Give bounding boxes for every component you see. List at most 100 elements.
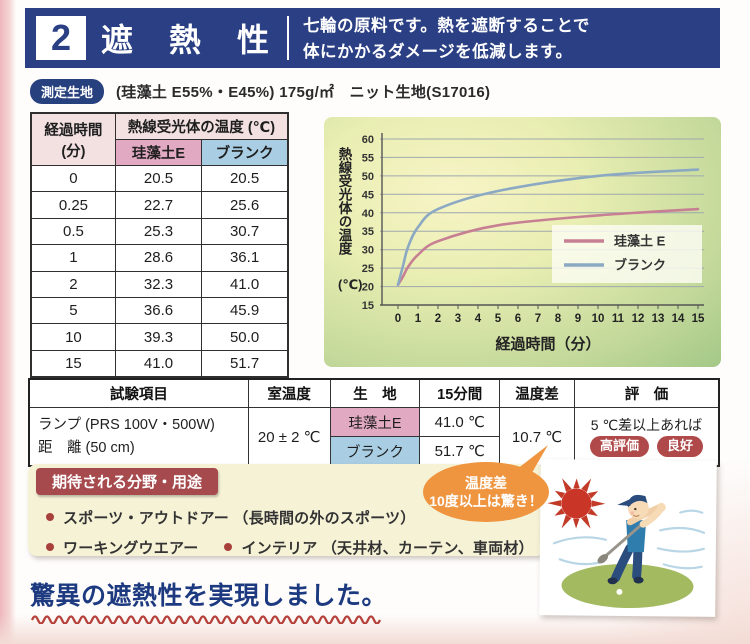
- evaluation-badge-high: 高評価: [589, 435, 649, 457]
- table-cell: 15: [30, 349, 116, 378]
- svg-text:ブランク: ブランク: [614, 258, 666, 273]
- bubble-text-line2: 10度以上は驚き！: [429, 493, 543, 509]
- svg-text:35: 35: [362, 226, 374, 238]
- svg-text:1: 1: [415, 313, 422, 325]
- table-cell: 25.3: [114, 217, 203, 246]
- table-cell: 36.6: [114, 296, 203, 325]
- table-cell: 0.25: [30, 191, 116, 219]
- table-row: 15 41.0 51.7: [30, 349, 289, 378]
- table-cell: 20.5: [201, 164, 289, 193]
- header-banner: 2 遮 熱 性 七輪の原料です。熱を遮断することで 体にかかるダメージを低減しま…: [25, 8, 720, 68]
- usage-line-2: ワーキングウエアー インテリア （天井材、カーテン、車両材）: [46, 532, 534, 562]
- tagline-text: 驚異の遮熱性を実現しました。: [30, 582, 388, 610]
- fabric-keisodo-cell: 珪藻土E: [329, 407, 421, 437]
- bubble-text-line1: 温度差: [465, 475, 507, 491]
- sun-icon: [547, 478, 606, 529]
- scan-pink-bottom-edge: [0, 614, 750, 644]
- bullet-icon: [224, 543, 233, 551]
- measured-fabric-row: 測定生地 (珪藻土 E55%・E45%) 175g/㎡ ニット生地(S17016…: [30, 79, 490, 104]
- section-number: 2: [36, 16, 86, 60]
- svg-text:12: 12: [632, 313, 645, 325]
- test-item-cell: ランプ (PRS 100V・500W) 距 離 (50 cm): [28, 407, 249, 467]
- table-row: 0 20.5 20.5: [30, 164, 289, 193]
- table-cell: 1: [30, 244, 116, 272]
- svg-text:6: 6: [515, 313, 521, 325]
- room-temp-cell: 20 ± 2 ℃: [247, 407, 331, 467]
- measured-fabric-badge: 測定生地: [30, 79, 105, 104]
- expected-uses-badge: 期待される分野・用途: [36, 468, 219, 495]
- svg-text:10: 10: [592, 313, 605, 325]
- banner-description-line1: 七輪の原料です。熱を遮断することで: [303, 17, 590, 35]
- svg-text:55: 55: [362, 152, 374, 164]
- col-header-temp: 熱線受光体の温度 (℃): [114, 112, 289, 140]
- temp-keisodo-cell: 41.0 ℃: [419, 407, 501, 437]
- th-evaluation: 評 価: [573, 378, 720, 408]
- bottom-tagline: 驚異の遮熱性を実現しました。: [30, 576, 387, 624]
- col-header-time: 経過時間 (分): [30, 112, 116, 166]
- table-cell: 36.1: [201, 244, 289, 272]
- banner-description-line2: 体にかかるダメージを低減します。: [303, 42, 573, 61]
- svg-text:45: 45: [362, 189, 374, 201]
- svg-text:8: 8: [555, 313, 562, 325]
- table-row: 0.5 25.3 30.7: [30, 217, 289, 246]
- temp-diff-callout-bubble: 温度差 10度以上は驚き！: [420, 441, 565, 525]
- temperature-chart-panel: 15 20 25 30 35 40 45 50 55 60 0 1 2 3 4 5 6 7 8 9 10 11 12 13 14…: [324, 117, 721, 367]
- svg-text:2: 2: [435, 313, 441, 325]
- table-cell: 51.7: [201, 349, 289, 378]
- fabric-blank-cell: ブランク: [329, 436, 421, 467]
- table-row: 5 36.6 45.9: [30, 296, 289, 325]
- usage-line-1: スポーツ・アウトドアー （長時間の外のスポーツ）: [46, 502, 534, 532]
- svg-text:14: 14: [672, 313, 685, 325]
- table-cell: 32.3: [114, 270, 203, 298]
- table-cell: 39.3: [114, 323, 203, 351]
- svg-text:20: 20: [362, 282, 374, 294]
- bullet-icon: [46, 513, 54, 521]
- svg-text:9: 9: [575, 313, 581, 325]
- golfer-illustration-card: [539, 459, 717, 617]
- table-cell: 25.6: [201, 191, 289, 219]
- svg-text:熱線受光体の温度: 熱線受光体の温度: [337, 146, 354, 257]
- scan-pink-left-edge: [0, 0, 16, 644]
- evaluation-cell: 5 ℃差以上あれば 高評価 良好: [573, 407, 720, 467]
- col-header-blank: ブランク: [201, 139, 289, 166]
- bullet-icon: [46, 543, 54, 551]
- table-cell: 2: [30, 270, 116, 298]
- table-cell: 41.0: [114, 349, 203, 378]
- svg-text:40: 40: [362, 208, 374, 220]
- table-cell: 22.7: [114, 191, 203, 219]
- bubble-body: [423, 462, 549, 522]
- golf-ball: [616, 588, 623, 595]
- test-table-row-1: ランプ (PRS 100V・500W) 距 離 (50 cm) 20 ± 2 ℃…: [28, 407, 720, 467]
- table-cell: 5: [30, 296, 116, 325]
- svg-text:3: 3: [455, 313, 461, 325]
- svg-text:11: 11: [612, 313, 625, 325]
- table-cell: 30.7: [201, 217, 289, 246]
- test-table-row-2: ブランク 51.7 ℃: [29, 436, 719, 467]
- grass-ground: [561, 563, 694, 609]
- svg-text:30: 30: [362, 245, 374, 257]
- svg-text:25: 25: [362, 263, 374, 275]
- svg-text:4: 4: [475, 313, 482, 325]
- banner-divider: [287, 16, 289, 60]
- table-cell: 0: [30, 164, 116, 193]
- table-row: 10 39.3 50.0: [30, 323, 289, 351]
- svg-text:5: 5: [495, 313, 502, 325]
- th-fabric: 生 地: [329, 378, 421, 408]
- th-test-item: 試験項目: [28, 378, 249, 408]
- svg-text:(℃): (℃): [338, 277, 362, 292]
- col-header-keisodo: 珪藻土E: [114, 139, 203, 166]
- test-table-header-row: 試験項目 室温度 生 地 15分間 温度差 評 価: [28, 378, 720, 408]
- table-row: 0.25 22.7 25.6: [30, 191, 289, 219]
- table-row: 1 28.6 36.1: [30, 244, 289, 272]
- svg-text:50: 50: [362, 171, 374, 183]
- test-result-table: 試験項目 室温度 生 地 15分間 温度差 評 価 ランプ (PRS 100V・…: [28, 378, 720, 467]
- table-cell: 45.9: [201, 296, 289, 325]
- svg-text:15: 15: [692, 313, 705, 325]
- th-15min: 15分間: [419, 378, 501, 408]
- page-title: 遮 熱 性: [101, 22, 272, 58]
- expected-uses-panel: 期待される分野・用途 スポーツ・アウトドアー （長時間の外のスポーツ） ワーキン…: [28, 464, 545, 557]
- tagline-wavy-underline: [30, 615, 382, 624]
- table-cell: 20.5: [114, 164, 203, 193]
- evaluation-badge-good: 良好: [656, 435, 703, 457]
